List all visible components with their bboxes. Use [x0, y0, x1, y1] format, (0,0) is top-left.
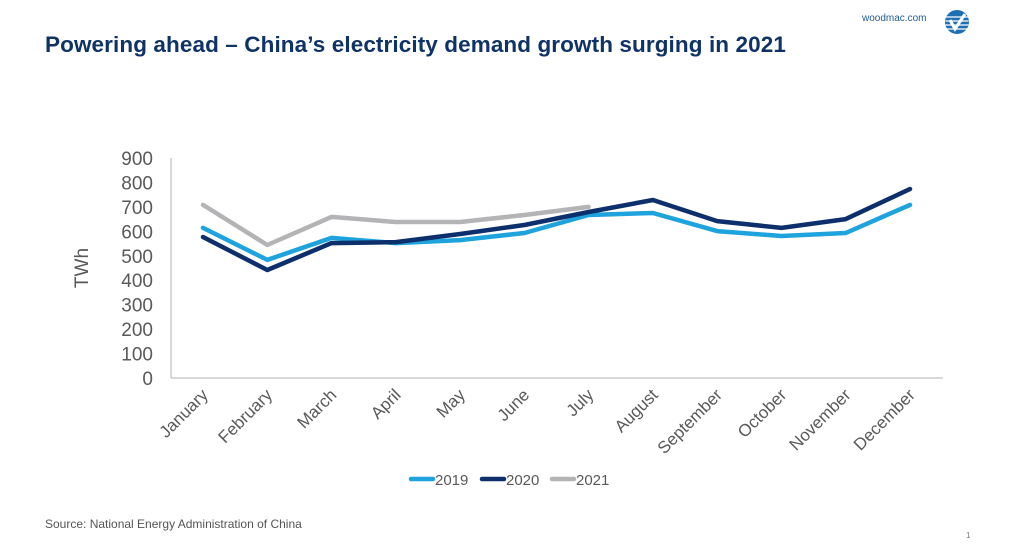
woodmac-logo-icon: [945, 10, 969, 34]
y-tick-label: 500: [121, 247, 153, 268]
series-lines: [200, 186, 913, 273]
x-tick-label: June: [494, 385, 534, 425]
series-line-2019: [200, 202, 913, 263]
y-tick-label: 0: [142, 369, 153, 390]
y-tick-label: 600: [121, 222, 153, 243]
y-tick-label: 100: [121, 345, 153, 366]
x-tick-label: April: [367, 385, 404, 422]
x-tick-label: November: [786, 385, 855, 454]
x-tick-label: August: [611, 385, 662, 436]
y-axis-label: TWh: [72, 248, 93, 288]
brand-url: woodmac.com: [862, 13, 927, 24]
y-axis: 0 100 200 300 400 500 600 700 800 900: [121, 149, 172, 390]
x-tick-label: September: [654, 385, 726, 457]
x-tick-label: February: [215, 385, 277, 447]
y-tick-label: 700: [121, 198, 153, 219]
y-tick-label: 200: [121, 320, 153, 341]
x-tick-label: October: [734, 385, 790, 441]
x-tick-label: December: [850, 385, 919, 454]
x-tick-label: July: [563, 385, 598, 420]
source-note: Source: National Energy Administration o…: [45, 517, 302, 531]
x-axis: January February March April May June July Augu…: [156, 377, 943, 458]
y-tick-label: 800: [121, 173, 153, 194]
page-number: 1: [966, 531, 971, 540]
legend-label-2020: 2020: [506, 472, 539, 489]
legend: 2019 2020 2021: [408, 472, 609, 489]
y-tick-label: 900: [121, 149, 153, 170]
x-tick-label: March: [294, 385, 341, 432]
legend-label-2019: 2019: [435, 472, 468, 489]
x-tick-label: May: [433, 385, 469, 421]
page-title: Powering ahead – China’s electricity dem…: [45, 32, 786, 57]
x-tick-label: January: [156, 385, 213, 442]
y-tick-label: 400: [121, 271, 153, 292]
series-line-2020: [200, 186, 913, 273]
y-tick-label: 300: [121, 296, 153, 317]
legend-label-2021: 2021: [576, 472, 609, 489]
